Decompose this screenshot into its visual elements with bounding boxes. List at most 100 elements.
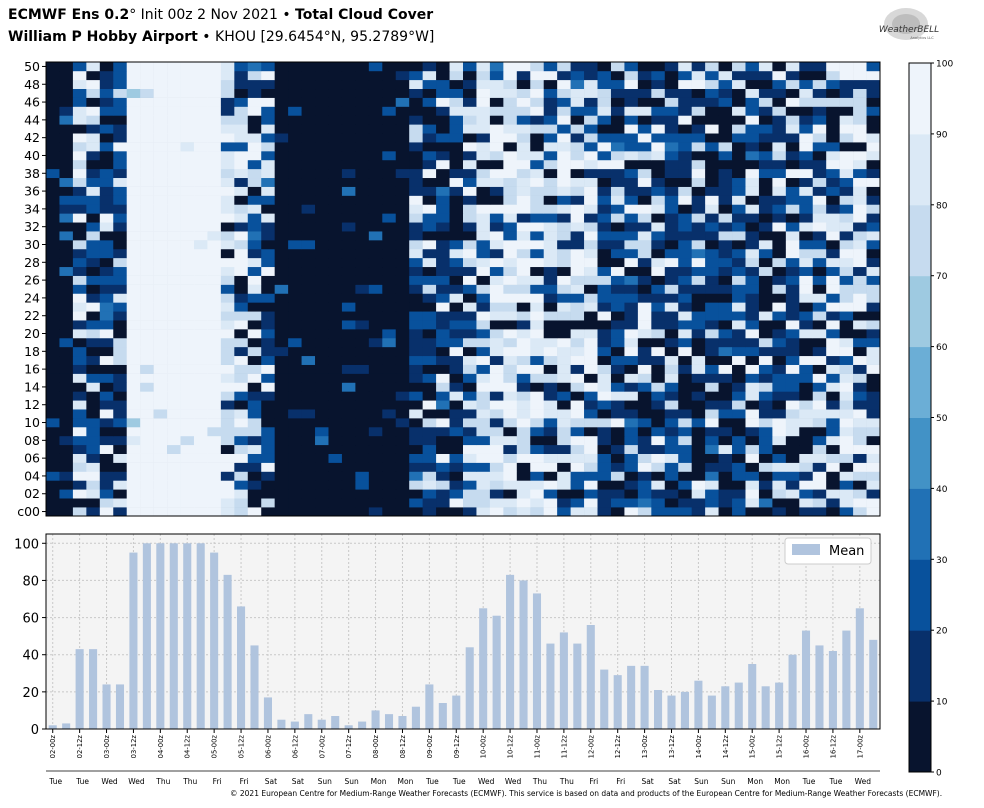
heatmap-cell [274, 186, 289, 196]
heatmap-cell [234, 498, 249, 508]
heatmap-cell [328, 195, 343, 205]
heatmap-cell [651, 133, 666, 143]
heatmap-cell [234, 266, 249, 276]
heatmap-cell [382, 266, 397, 276]
heatmap-cell [72, 257, 87, 268]
heatmap-cell [543, 480, 558, 490]
heatmap-cell [705, 275, 719, 285]
heatmap-cell [543, 462, 558, 472]
heatmap-cell [409, 498, 423, 508]
heatmap-cell [853, 480, 867, 490]
heatmap-cell [543, 400, 558, 410]
heatmap-cell [570, 124, 585, 134]
heatmap-cell [153, 471, 168, 481]
heatmap-cell [207, 79, 222, 90]
heatmap-cell [772, 364, 787, 374]
heatmap-cell [651, 204, 666, 214]
x-tick-label: 15-12z [776, 735, 784, 759]
heatmap-cell [59, 418, 74, 428]
heatmap-cell [99, 489, 114, 499]
heatmap-cell [799, 337, 814, 348]
heatmap-cell [584, 498, 598, 508]
heatmap-cell [180, 151, 195, 161]
heatmap-cell [449, 213, 464, 223]
heatmap-cell [382, 391, 397, 401]
heatmap-cell [207, 151, 222, 161]
heatmap-cell [167, 257, 181, 268]
mean-bar [438, 703, 447, 729]
heatmap-cell [853, 204, 867, 214]
heatmap-cell [705, 293, 719, 303]
heatmap-cell [584, 275, 598, 285]
heatmap-cell [59, 311, 74, 321]
heatmap-cell [382, 142, 397, 152]
heatmap-cell [395, 355, 410, 365]
heatmap-cell [274, 115, 289, 125]
station-location: KHOU [29.6454°N, 95.2789°W] [215, 29, 435, 45]
heatmap-cell [46, 88, 60, 98]
heatmap-cell [651, 435, 666, 446]
heatmap-cell [261, 195, 275, 205]
heatmap-cell [59, 293, 74, 303]
heatmap-cell [812, 355, 827, 365]
heatmap-cell [220, 62, 235, 72]
heatmap-cell [476, 489, 491, 499]
heatmap-cell [140, 462, 154, 472]
heatmap-cell [449, 248, 464, 259]
heatmap-cell [247, 435, 262, 446]
heatmap-cell [355, 391, 370, 401]
heatmap-cell [355, 346, 370, 357]
heatmap-cell [207, 88, 222, 98]
heatmap-cell [86, 293, 101, 303]
heatmap-cell [422, 275, 437, 285]
heatmap-cell [812, 337, 827, 348]
heatmap-cell [315, 400, 329, 410]
heatmap-cell [153, 355, 168, 365]
heatmap-cell [758, 498, 773, 508]
heatmap-cell [543, 275, 558, 285]
heatmap-cell [153, 177, 168, 187]
heatmap-cell [745, 70, 760, 81]
heatmap-cell [866, 115, 881, 125]
heatmap-cell [530, 507, 545, 517]
heatmap-cell [570, 444, 585, 454]
heatmap-cell [799, 62, 814, 72]
heatmap-cell [705, 373, 719, 383]
heatmap-cell [691, 97, 706, 107]
heatmap-cell [624, 320, 639, 330]
heatmap-cell [72, 382, 87, 392]
heatmap-cell [382, 400, 397, 410]
heatmap-cell [368, 222, 383, 232]
heatmap-cell [745, 213, 760, 223]
heatmap-cell [207, 106, 222, 116]
heatmap-cell [839, 275, 854, 285]
heatmap-cell [315, 293, 329, 303]
heatmap-cell [382, 418, 397, 428]
heatmap-cell [799, 400, 814, 410]
heatmap-cell [489, 266, 504, 276]
heatmap-cell [341, 337, 356, 348]
heatmap-cell [328, 293, 343, 303]
heatmap-cell [261, 382, 275, 392]
heatmap-cell [785, 329, 800, 339]
heatmap-cell [705, 382, 719, 392]
heatmap-cell [557, 159, 571, 170]
heatmap-cell [651, 186, 666, 196]
heatmap-cell [570, 151, 585, 161]
heatmap-cell [543, 320, 558, 330]
heatmap-cell [839, 70, 854, 81]
heatmap-cell [409, 329, 423, 339]
heatmap-cell [664, 213, 679, 223]
heatmap-cell [745, 400, 760, 410]
heatmap-cell [651, 151, 666, 161]
heatmap-cell [489, 320, 504, 330]
mean-bar [196, 543, 205, 729]
heatmap-cell [624, 222, 639, 232]
heatmap-cell [826, 248, 840, 259]
mean-bar [237, 606, 246, 729]
member-label: 24 [24, 290, 40, 305]
heatmap-cell [153, 79, 168, 90]
heatmap-cell [436, 471, 450, 481]
member-label: 22 [24, 308, 40, 323]
heatmap-cell [718, 62, 733, 72]
